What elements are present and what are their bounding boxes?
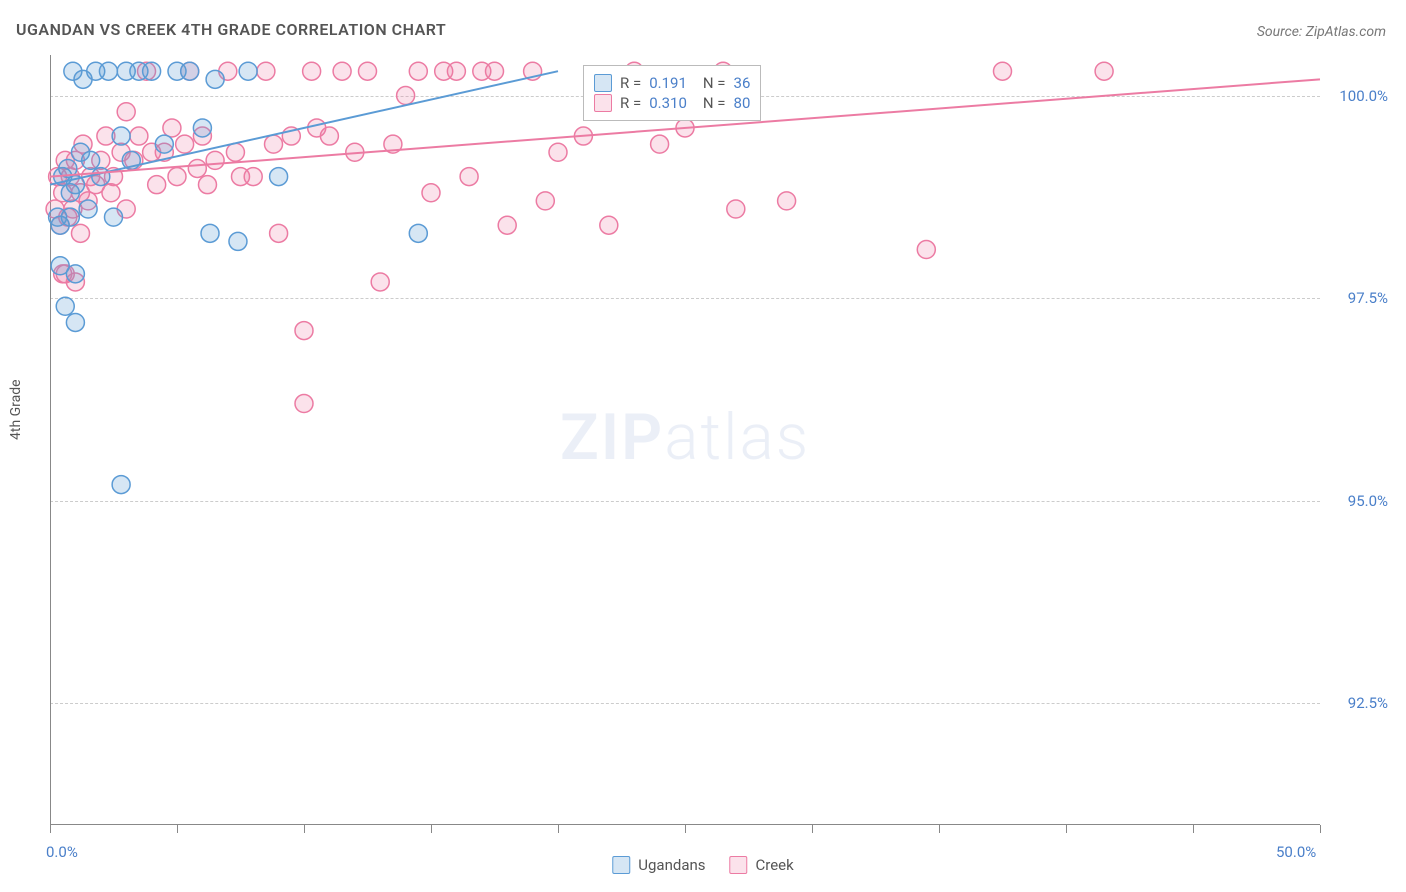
n-label: N = [703, 94, 726, 112]
n-label: N = [703, 74, 726, 92]
legend-row-ugandans: R = 0.191 N = 36 [594, 74, 750, 92]
legend-row-creek: R = 0.310 N = 80 [594, 94, 750, 112]
x-tick [1320, 825, 1321, 833]
series-legend: Ugandans Creek [612, 856, 793, 874]
swatch-ugandans [594, 74, 612, 92]
x-tick [939, 825, 940, 833]
legend-item-creek: Creek [730, 856, 794, 874]
y-tick-label: 97.5% [1348, 289, 1388, 307]
y-tick-label: 92.5% [1348, 694, 1388, 712]
x-tick [1066, 825, 1067, 833]
scatter-plot-svg [50, 55, 1320, 825]
x-tick-label: 50.0% [1276, 843, 1316, 861]
x-tick [558, 825, 559, 833]
y-tick-label: 100.0% [1339, 87, 1388, 105]
x-tick [177, 825, 178, 833]
chart-title: UGANDAN VS CREEK 4TH GRADE CORRELATION C… [16, 20, 446, 39]
source-attribution: Source: ZipAtlas.com [1257, 24, 1386, 40]
x-tick [50, 825, 51, 833]
r-value-creek: 0.310 [649, 94, 687, 112]
r-value-ugandans: 0.191 [649, 74, 687, 92]
n-value-ugandans: 36 [734, 74, 751, 92]
chart-container: UGANDAN VS CREEK 4TH GRADE CORRELATION C… [0, 0, 1406, 892]
x-tick [1193, 825, 1194, 833]
swatch-creek [730, 856, 748, 874]
correlation-legend: R = 0.191 N = 36 R = 0.310 N = 80 [583, 65, 761, 121]
r-label: R = [620, 94, 641, 112]
y-axis-label: 4th Grade [8, 379, 24, 440]
n-value-creek: 80 [734, 94, 751, 112]
y-tick-label: 95.0% [1348, 492, 1388, 510]
swatch-creek [594, 94, 612, 112]
legend-item-ugandans: Ugandans [612, 856, 705, 874]
r-label: R = [620, 74, 641, 92]
x-tick [685, 825, 686, 833]
x-tick [812, 825, 813, 833]
x-tick [304, 825, 305, 833]
legend-label-creek: Creek [756, 856, 794, 874]
x-tick [431, 825, 432, 833]
x-tick-label: 0.0% [46, 843, 78, 861]
swatch-ugandans [612, 856, 630, 874]
legend-label-ugandans: Ugandans [638, 856, 705, 874]
